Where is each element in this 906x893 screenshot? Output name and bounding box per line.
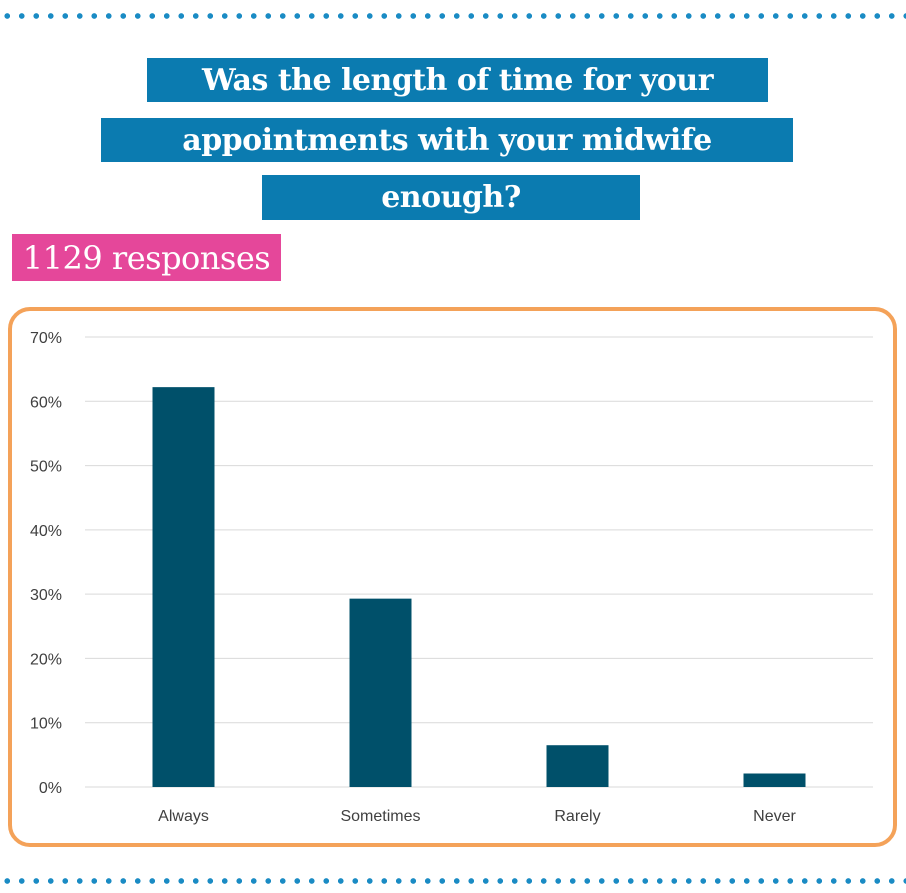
- top-dotted-divider: [0, 12, 906, 20]
- title-line-2: appointments with your midwife: [101, 118, 793, 162]
- x-category-label: Always: [158, 808, 209, 825]
- bottom-dotted-divider: [0, 877, 906, 885]
- y-tick-label: 50%: [30, 459, 62, 476]
- x-category-label: Never: [753, 808, 796, 825]
- y-tick-label: 0%: [39, 780, 62, 797]
- y-tick-label: 20%: [30, 651, 62, 668]
- title-line-1: Was the length of time for your: [147, 58, 768, 102]
- x-category-label: Sometimes: [340, 808, 420, 825]
- y-tick-label: 30%: [30, 587, 62, 604]
- responses-count-badge: 1129 responses: [12, 234, 281, 281]
- chart-frame: [8, 307, 897, 847]
- bar-always: [152, 387, 215, 787]
- y-tick-label: 70%: [30, 330, 62, 347]
- bar-never: [743, 773, 806, 787]
- y-tick-label: 60%: [30, 394, 62, 411]
- y-tick-label: 10%: [30, 716, 62, 733]
- bar-sometimes: [349, 598, 412, 787]
- y-tick-label: 40%: [30, 523, 62, 540]
- bar-rarely: [546, 745, 609, 787]
- x-category-label: Rarely: [554, 808, 600, 825]
- title-line-3: enough?: [262, 175, 640, 220]
